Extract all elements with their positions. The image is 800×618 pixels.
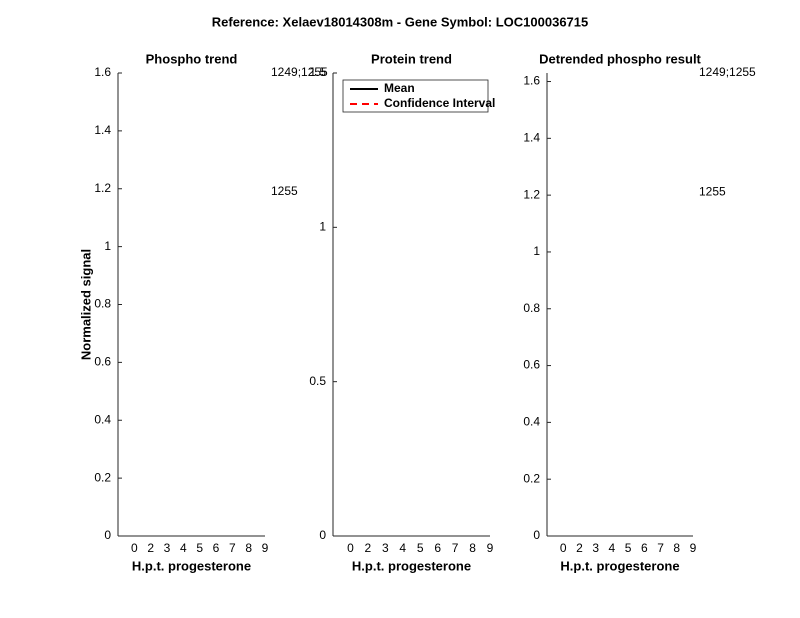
x-tick-label: 8 [673,541,680,555]
y-tick-label: 1.5 [309,65,326,79]
x-tick-label: 0 [560,541,567,555]
x-tick-label: 9 [487,541,494,555]
x-axis-label: H.p.t. progesterone [352,558,471,573]
y-tick-label: 0.2 [523,471,540,485]
series-label: 1255 [699,184,726,198]
legend-label: Confidence Interval [384,96,495,110]
x-tick-label: 5 [417,541,424,555]
series-label: 1249;1255 [699,65,756,79]
y-tick-label: 0.8 [523,301,540,315]
x-tick-label: 2 [576,541,583,555]
y-tick-label: 0 [533,528,540,542]
legend-label: Mean [384,81,415,95]
x-tick-label: 0 [347,541,354,555]
x-tick-label: 7 [657,541,664,555]
x-tick-label: 7 [229,541,236,555]
y-axis-label: Normalized signal [78,249,93,360]
x-tick-label: 3 [164,541,171,555]
y-tick-label: 1.6 [523,74,540,88]
x-tick-label: 5 [196,541,203,555]
x-tick-label: 4 [609,541,616,555]
y-tick-label: 0.5 [309,374,326,388]
y-tick-label: 1.4 [94,123,111,137]
series-label: 1255 [271,184,298,198]
y-tick-label: 0.4 [94,412,111,426]
x-tick-label: 2 [147,541,154,555]
figure-title: Reference: Xelaev18014308m - Gene Symbol… [212,14,589,29]
x-tick-label: 0 [131,541,138,555]
x-tick-label: 3 [382,541,389,555]
x-tick-label: 6 [641,541,648,555]
x-tick-label: 8 [469,541,476,555]
y-tick-label: 1.4 [523,131,540,145]
subplot-title: Phospho trend [146,51,238,66]
series-label: 1249;1255 [271,65,328,79]
x-tick-label: 6 [213,541,220,555]
y-tick-label: 1 [319,220,326,234]
x-tick-label: 8 [245,541,252,555]
x-tick-label: 5 [625,541,632,555]
y-tick-label: 0.8 [94,297,111,311]
y-tick-label: 1.2 [523,187,540,201]
y-tick-label: 1.6 [94,65,111,79]
y-tick-label: 0.6 [94,355,111,369]
y-tick-label: 0.4 [523,415,540,429]
x-tick-label: 9 [262,541,269,555]
y-tick-label: 0 [319,528,326,542]
subplot-title: Protein trend [371,51,452,66]
x-tick-label: 7 [452,541,459,555]
y-tick-label: 0.2 [94,470,111,484]
x-tick-label: 6 [434,541,441,555]
x-tick-label: 9 [690,541,697,555]
y-tick-label: 0.6 [523,358,540,372]
legend-box [342,79,489,113]
x-tick-label: 4 [180,541,187,555]
x-tick-label: 4 [399,541,406,555]
subplot-title: Detrended phospho result [539,51,701,66]
y-tick-label: 0 [104,528,111,542]
y-tick-label: 1 [533,244,540,258]
x-tick-label: 2 [365,541,372,555]
x-tick-label: 3 [592,541,599,555]
y-tick-label: 1 [104,239,111,253]
x-axis-label: H.p.t. progesterone [132,558,251,573]
x-axis-label: H.p.t. progesterone [560,558,679,573]
y-tick-label: 1.2 [94,181,111,195]
